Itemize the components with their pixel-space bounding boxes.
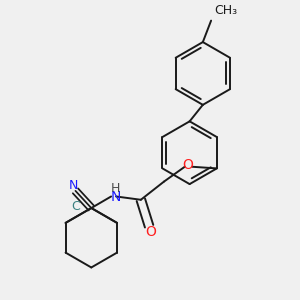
Text: N: N: [69, 179, 79, 192]
Text: C: C: [71, 200, 80, 213]
Text: O: O: [145, 225, 156, 239]
Text: H: H: [111, 182, 120, 195]
Text: O: O: [182, 158, 193, 172]
Text: CH₃: CH₃: [214, 4, 238, 17]
Text: N: N: [110, 190, 121, 205]
